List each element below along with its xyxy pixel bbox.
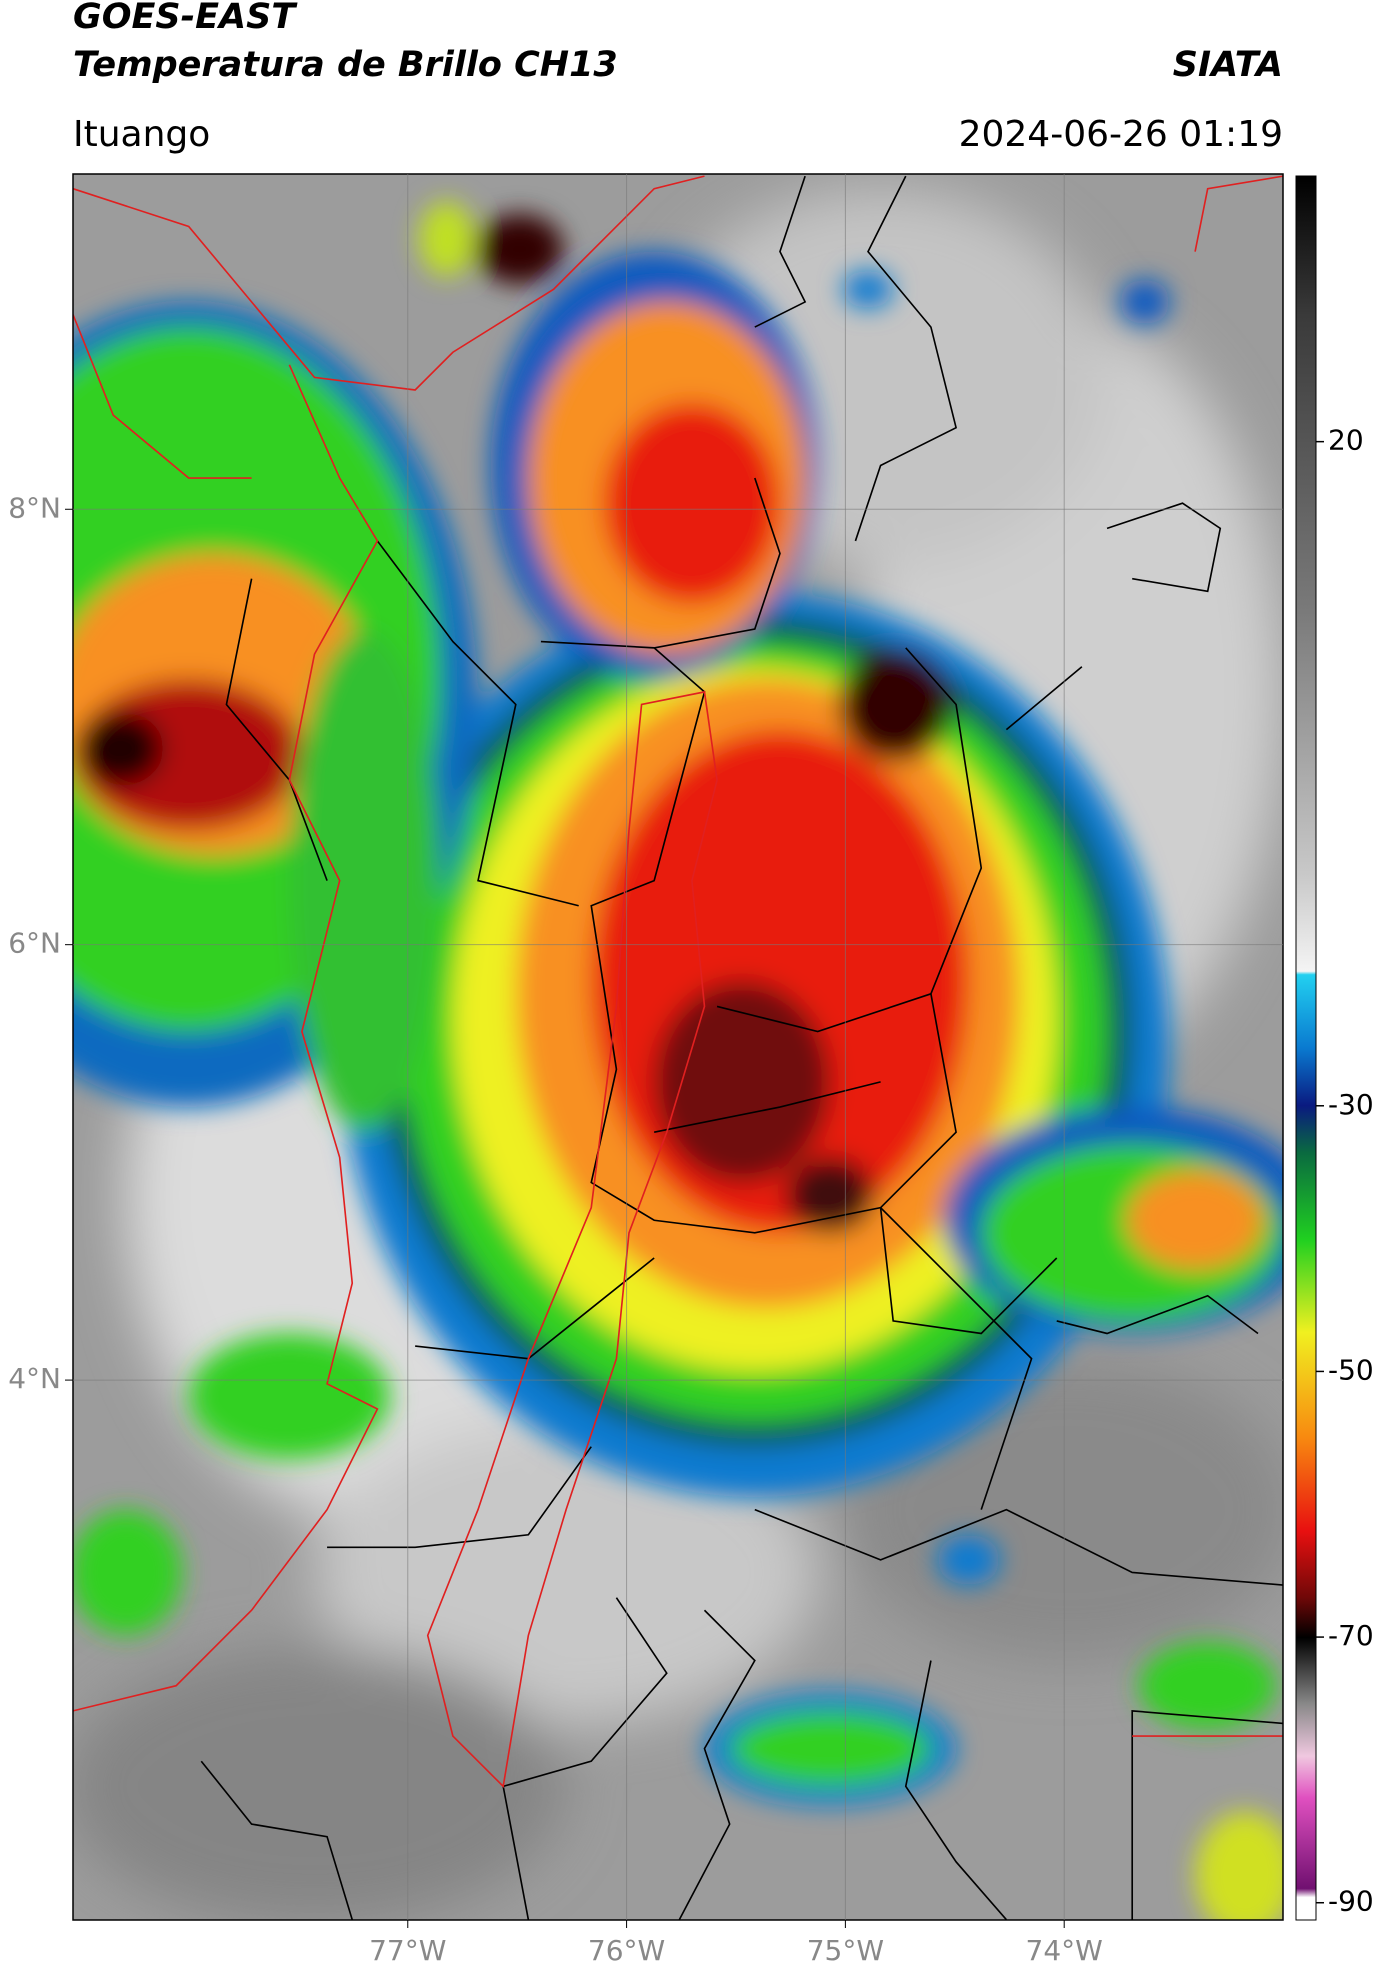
y-tick-label: 8°N [8, 491, 61, 524]
x-tick-label: 77°W [369, 1934, 446, 1967]
x-tick-label: 74°W [1026, 1934, 1103, 1967]
x-tick-label: 76°W [588, 1934, 665, 1967]
colorbar-tick-label: -30 [1328, 1088, 1374, 1121]
colorbar-tick-label: -50 [1328, 1353, 1374, 1386]
title-line2: Temperatura de Brillo CH13 [73, 45, 618, 85]
datetime: 2024-06-26 01:19 [959, 114, 1283, 155]
title-line1: GOES-EAST [73, 0, 298, 37]
source: SIATA [1173, 45, 1283, 85]
y-tick-label: 4°N [8, 1362, 61, 1395]
colorbar-tick-label: -90 [1328, 1885, 1374, 1918]
colorbar-tick-label: -70 [1328, 1619, 1374, 1652]
map-frame [72, 173, 1284, 1921]
location: Ituango [73, 114, 210, 155]
colorbar [1295, 175, 1317, 1921]
x-tick-label: 75°W [807, 1934, 884, 1967]
y-tick-label: 6°N [8, 927, 61, 960]
colorbar-tick-label: 20 [1328, 424, 1364, 457]
map-image [72, 173, 1284, 1920]
